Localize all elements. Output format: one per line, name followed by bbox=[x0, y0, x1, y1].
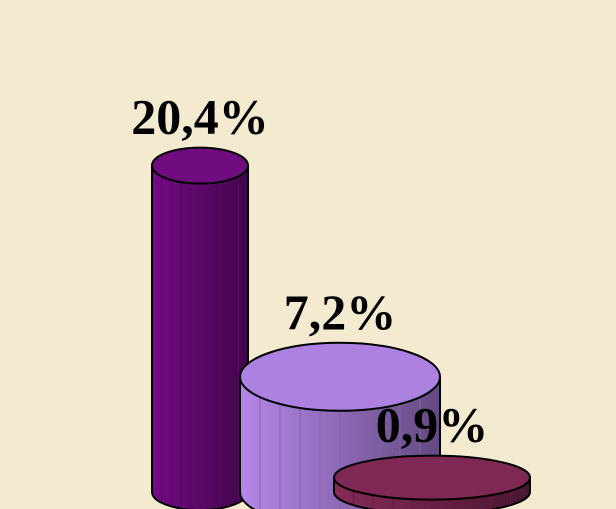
value-label: 7,2% bbox=[284, 284, 397, 340]
cylinder-top bbox=[239, 341, 441, 412]
value-label: 20,4% bbox=[131, 89, 269, 145]
value-label: 0,9% bbox=[376, 397, 489, 453]
cylinder-top bbox=[333, 454, 531, 501]
cylinder-top bbox=[151, 146, 249, 185]
